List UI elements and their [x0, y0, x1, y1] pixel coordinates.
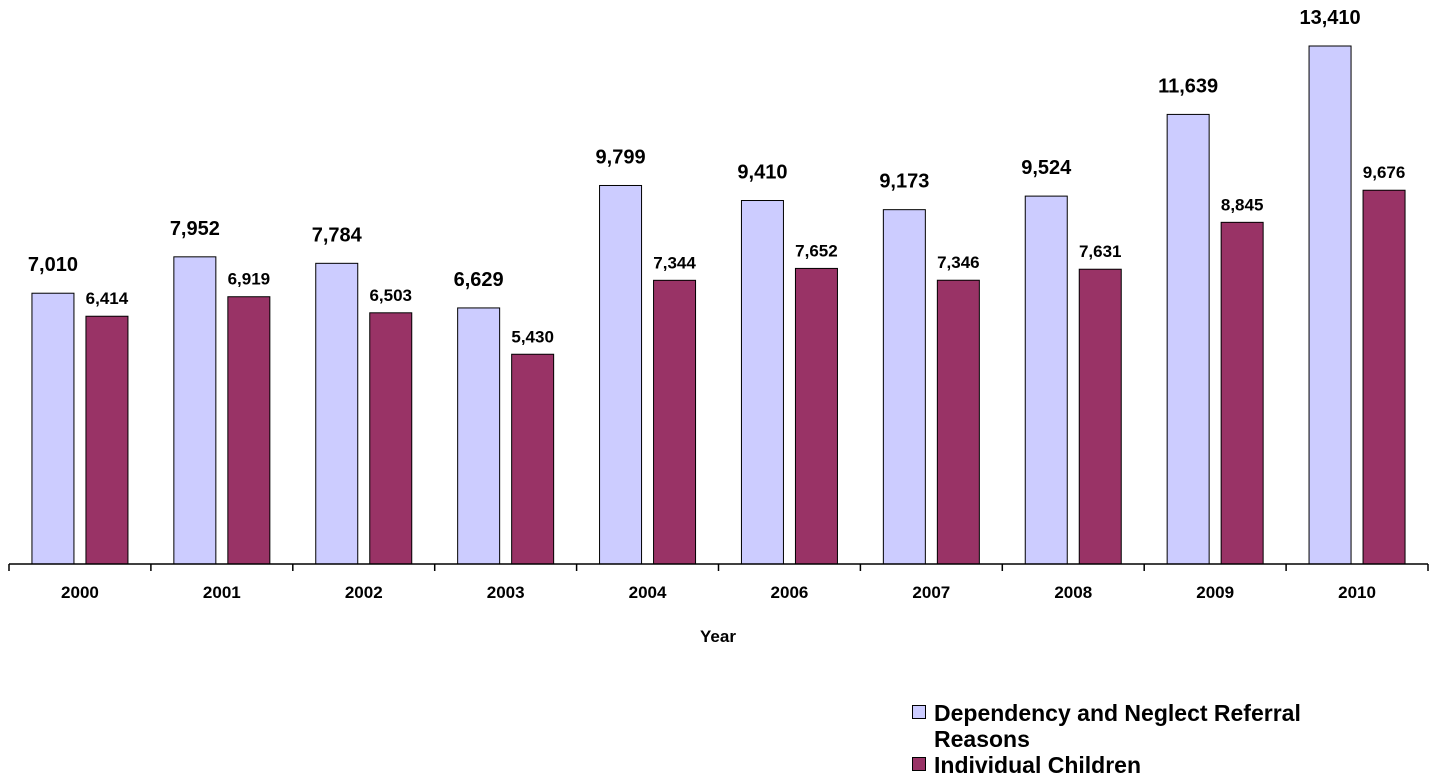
- legend-item-series-2: Individual Children: [912, 752, 1352, 778]
- x-tick-label-2010: 2010: [1338, 583, 1376, 602]
- value-label-2003-series-2: 5,430: [511, 327, 554, 346]
- value-label-2010-series-2: 9,676: [1363, 163, 1406, 182]
- bar-2010-series-1: [1309, 46, 1351, 564]
- value-label-2003-series-1: 6,629: [454, 269, 504, 291]
- value-label-2006-series-1: 9,410: [737, 162, 787, 184]
- x-tick-label-2006: 2006: [771, 583, 809, 602]
- bar-2008-series-2: [1079, 269, 1121, 564]
- x-tick-label-2002: 2002: [345, 583, 383, 602]
- bar-2006-series-2: [795, 268, 837, 564]
- legend-label-series-2: Individual Children: [934, 752, 1141, 778]
- value-label-2000-series-1: 7,010: [28, 254, 78, 276]
- value-label-2009-series-2: 8,845: [1221, 195, 1264, 214]
- value-label-2004-series-1: 9,799: [596, 146, 646, 168]
- bars-group: [32, 46, 1405, 564]
- bar-2006-series-1: [741, 201, 783, 564]
- x-tick-label-2007: 2007: [912, 583, 950, 602]
- x-axis: 2000 2001 2002 2003 2004 2006 2007 2008 2009 2010: [9, 564, 1428, 602]
- bar-2000-series-1: [32, 293, 74, 564]
- x-tick-label-2004: 2004: [629, 583, 667, 602]
- bar-2008-series-1: [1025, 196, 1067, 564]
- value-label-2007-series-1: 9,173: [879, 171, 929, 193]
- bar-2003-series-1: [458, 308, 500, 564]
- value-label-2001-series-1: 7,952: [170, 218, 220, 240]
- x-tick-label-2008: 2008: [1054, 583, 1092, 602]
- bar-2002-series-1: [316, 263, 358, 564]
- value-label-2008-series-1: 9,524: [1021, 157, 1072, 179]
- value-label-2009-series-1: 11,639: [1158, 75, 1218, 97]
- x-tick-label-2009: 2009: [1196, 583, 1234, 602]
- value-label-2007-series-2: 7,346: [937, 253, 980, 272]
- bar-2009-series-1: [1167, 114, 1209, 564]
- bar-2002-series-2: [370, 313, 412, 564]
- bar-2010-series-2: [1363, 190, 1405, 564]
- bar-2004-series-2: [654, 280, 696, 564]
- legend-label-series-1: Dependency and Neglect Referral Reasons: [934, 700, 1301, 752]
- value-label-2006-series-2: 7,652: [795, 241, 838, 260]
- value-label-2000-series-2: 6,414: [86, 289, 129, 308]
- value-label-2008-series-2: 7,631: [1079, 242, 1122, 261]
- bar-chart: 7,010 6,414 7,952 6,919 7,784 6,503 6,629 5,430…: [0, 0, 1437, 690]
- bar-2009-series-2: [1221, 222, 1263, 564]
- bar-2000-series-2: [86, 316, 128, 564]
- legend: Dependency and Neglect Referral Reasons …: [912, 700, 1352, 778]
- value-label-2002-series-1: 7,784: [312, 224, 363, 246]
- x-tick-label-2000: 2000: [61, 583, 99, 602]
- bar-2001-series-2: [228, 297, 270, 564]
- x-tick-label-2003: 2003: [487, 583, 525, 602]
- legend-swatch-series-2: [912, 757, 926, 771]
- value-label-2001-series-2: 6,919: [228, 270, 271, 289]
- value-label-2010-series-1: 13,410: [1299, 7, 1360, 29]
- x-axis-title: Year: [700, 627, 736, 646]
- value-label-2004-series-2: 7,344: [653, 253, 696, 272]
- x-tick-label-2001: 2001: [203, 583, 241, 602]
- bar-2004-series-1: [600, 185, 642, 564]
- legend-swatch-series-1: [912, 705, 926, 719]
- bar-2001-series-1: [174, 257, 216, 564]
- value-label-2002-series-2: 6,503: [369, 286, 412, 305]
- bar-2003-series-2: [512, 354, 554, 564]
- bar-2007-series-1: [883, 210, 925, 564]
- bar-2007-series-2: [937, 280, 979, 564]
- legend-item-series-1: Dependency and Neglect Referral Reasons: [912, 700, 1352, 752]
